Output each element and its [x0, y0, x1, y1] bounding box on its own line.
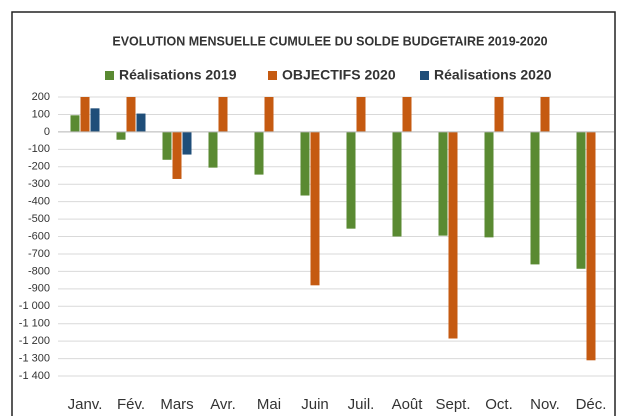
bar — [392, 131, 402, 237]
bar — [172, 131, 182, 179]
x-tick-label: Déc. — [576, 396, 607, 413]
y-tick-label: -1 000 — [19, 300, 50, 312]
bar — [126, 97, 136, 132]
y-tick-label: -700 — [28, 248, 50, 260]
x-tick-label: Fév. — [117, 396, 145, 413]
bar — [346, 131, 356, 229]
x-tick-label: Juil. — [348, 396, 375, 413]
legend-swatch — [105, 71, 114, 80]
bar — [494, 97, 504, 132]
x-tick-label: Oct. — [485, 396, 513, 413]
bar — [484, 131, 494, 238]
y-tick-label: -100 — [28, 143, 50, 155]
bar — [586, 131, 596, 361]
y-tick-label: -500 — [28, 213, 50, 225]
legend-label: Réalisations 2019 — [119, 67, 237, 83]
legend-label: OBJECTIFS 2020 — [282, 67, 396, 83]
bar — [218, 97, 228, 132]
y-tick-label: -400 — [28, 196, 50, 208]
y-tick-label: -1 100 — [19, 318, 50, 330]
bar — [70, 115, 80, 132]
x-tick-label: Sept. — [435, 396, 470, 413]
x-tick-label: Mars — [160, 396, 193, 413]
x-tick-label: Mai — [257, 396, 281, 413]
bar — [182, 131, 192, 155]
legend-swatch — [268, 71, 277, 80]
bar — [254, 131, 264, 175]
x-tick-label: Nov. — [530, 396, 560, 413]
bar — [576, 131, 586, 269]
y-tick-label: 100 — [32, 108, 50, 120]
bar — [300, 131, 310, 196]
bar — [162, 131, 172, 160]
y-tick-label: -1 300 — [19, 352, 50, 364]
bar — [264, 97, 274, 132]
x-tick-label: Juin — [301, 396, 329, 413]
y-tick-label: 200 — [32, 91, 50, 103]
y-tick-label: -200 — [28, 161, 50, 173]
bar — [90, 108, 100, 132]
bar — [402, 97, 412, 132]
chart-title: EVOLUTION MENSUELLE CUMULEE DU SOLDE BUD… — [112, 34, 547, 48]
y-tick-label: -900 — [28, 283, 50, 295]
legend-swatch — [420, 71, 429, 80]
x-tick-label: Janv. — [68, 396, 103, 413]
y-tick-label: -600 — [28, 230, 50, 242]
legend-label: Réalisations 2020 — [434, 67, 552, 83]
x-tick-label: Avr. — [210, 396, 236, 413]
bar — [448, 131, 458, 339]
x-tick-label: Août — [392, 396, 424, 413]
bar — [540, 97, 550, 132]
bar — [310, 131, 320, 286]
bar — [116, 131, 126, 140]
bar — [80, 97, 90, 132]
bar — [136, 113, 146, 132]
y-tick-label: -1 200 — [19, 335, 50, 347]
bar — [438, 131, 448, 236]
y-tick-label: 0 — [44, 126, 50, 138]
y-tick-label: -300 — [28, 178, 50, 190]
bar — [530, 131, 540, 265]
bar — [356, 97, 366, 132]
y-tick-label: -1 400 — [19, 370, 50, 382]
bar — [208, 131, 218, 168]
y-tick-label: -800 — [28, 265, 50, 277]
